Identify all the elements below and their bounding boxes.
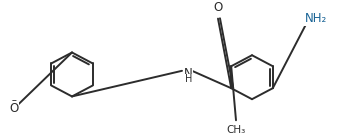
Text: O: O: [213, 1, 223, 14]
Text: H: H: [185, 74, 193, 84]
Text: CH₃: CH₃: [226, 125, 246, 135]
Text: O: O: [10, 102, 19, 115]
Text: N: N: [184, 67, 192, 80]
Text: NH₂: NH₂: [305, 12, 327, 25]
Text: O: O: [9, 100, 18, 110]
